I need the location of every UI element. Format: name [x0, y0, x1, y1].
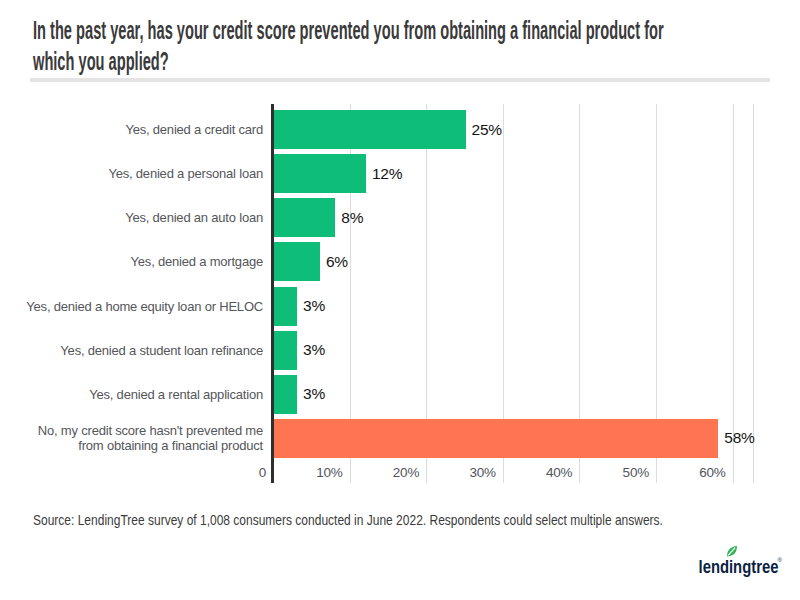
category-label: Yes, denied an auto loan	[0, 198, 263, 237]
lendingtree-logo: lendingtree ®	[686, 543, 786, 585]
x-tick-label: 20%	[369, 465, 419, 480]
value-label: 25%	[472, 110, 502, 149]
value-label: 3%	[303, 331, 325, 370]
category-label: Yes, denied a credit card	[0, 110, 263, 149]
category-label: No, my credit score hasn't prevented me …	[0, 419, 263, 458]
bar	[274, 198, 335, 237]
chart-title: In the past year, has your credit score …	[33, 15, 800, 77]
chart-title-line-2: which you applied?	[33, 46, 664, 77]
value-label: 12%	[372, 154, 402, 193]
chart-page: In the past year, has your credit score …	[0, 0, 800, 600]
x-tick-label: 0	[216, 465, 266, 480]
bar	[274, 419, 718, 458]
x-tick-label: 60%	[676, 465, 726, 480]
logo-trademark: ®	[778, 557, 782, 563]
bar	[274, 110, 466, 149]
bar	[274, 331, 297, 370]
source-note: Source: LendingTree survey of 1,008 cons…	[33, 511, 663, 529]
x-tick-label: 50%	[599, 465, 649, 480]
title-divider	[30, 78, 770, 82]
value-label: 58%	[724, 419, 754, 458]
category-label: Yes, denied a home equity loan or HELOC	[0, 287, 263, 326]
category-label: Yes, denied a mortgage	[0, 242, 263, 281]
value-label: 3%	[303, 375, 325, 414]
value-label: 6%	[326, 242, 348, 281]
category-label: Yes, denied a personal loan	[0, 154, 263, 193]
x-tick-label: 40%	[522, 465, 572, 480]
x-tick-label: 30%	[446, 465, 496, 480]
bar-chart: Yes, denied a credit card 25% Yes, denied …	[0, 104, 800, 484]
bar	[274, 375, 297, 414]
bar	[274, 154, 366, 193]
x-tick-label: 10%	[293, 465, 343, 480]
category-label: Yes, denied a student loan refinance	[0, 331, 263, 370]
category-label: Yes, denied a rental application	[0, 375, 263, 414]
bar	[274, 242, 320, 281]
value-label: 8%	[341, 198, 363, 237]
chart-title-line-1: In the past year, has your credit score …	[33, 15, 664, 46]
value-label: 3%	[303, 287, 325, 326]
logo-text: lendingtree	[698, 556, 778, 578]
bar	[274, 287, 297, 326]
